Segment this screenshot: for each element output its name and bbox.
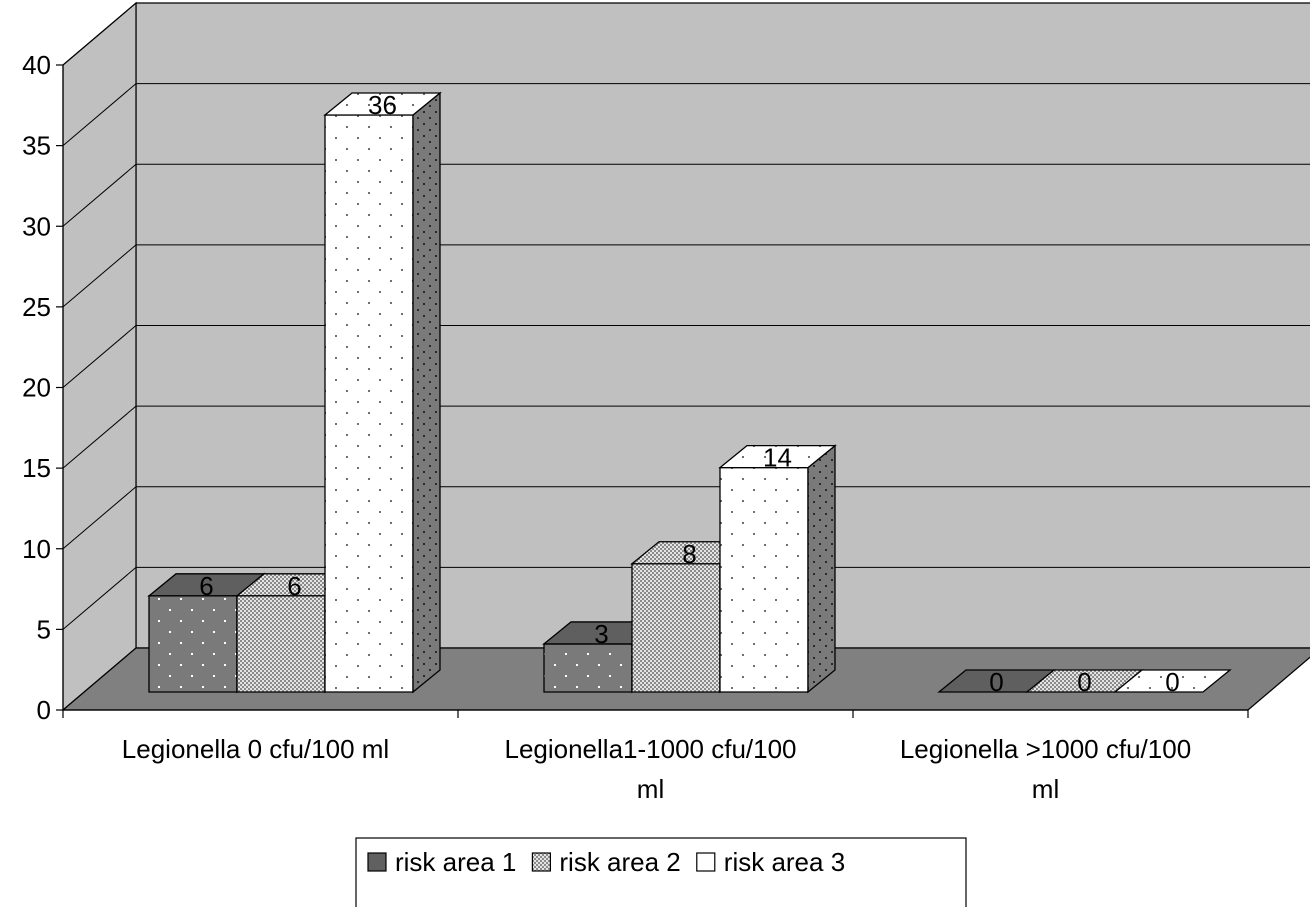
legend-label: risk area 1: [395, 847, 516, 877]
legend-item: risk area 3: [696, 847, 845, 877]
legend-box: [355, 837, 967, 907]
y-tick-label: 15: [22, 453, 51, 483]
data-label: 0: [1077, 667, 1091, 697]
category-labels: Legionella 0 cfu/100 ml Legionella1-1000 …: [122, 734, 1191, 804]
legend-label: risk area 3: [724, 847, 845, 877]
gridline: [62, 83, 1310, 147]
data-label: 0: [989, 667, 1003, 697]
legend-label: risk area 2: [559, 847, 680, 877]
data-labels: 6 6 36 3 8 14 0 0 0: [199, 90, 1179, 697]
legend-item: risk area 2: [531, 847, 681, 877]
gridline: [62, 486, 1310, 550]
y-tick-label: 5: [37, 614, 51, 644]
data-label: 36: [368, 90, 397, 120]
legend-swatch: [696, 852, 716, 872]
y-tick-label: 0: [37, 695, 51, 725]
gridlines: [62, 2, 1310, 630]
y-tick-label: 35: [22, 131, 51, 161]
gridline: [62, 2, 1310, 66]
data-label: 14: [763, 443, 792, 473]
gridline: [62, 566, 1310, 630]
bar-3-3: [1113, 669, 1232, 693]
data-label: 8: [682, 539, 696, 569]
category-label: Legionella >1000 cfu/100 ml: [900, 734, 1191, 804]
data-label: 6: [199, 571, 213, 601]
gridline: [62, 325, 1310, 388]
bars: [147, 91, 1232, 694]
y-tick-label: 25: [22, 292, 51, 322]
category-label: Legionella 0 cfu/100 ml: [122, 734, 389, 764]
y-tick-label: 10: [22, 534, 51, 564]
category-label: Legionella1-1000 cfu/100 ml: [504, 734, 796, 804]
bar-3-1: [323, 91, 442, 694]
y-tick-label: 40: [22, 50, 51, 80]
gridline: [62, 405, 1310, 469]
y-tick-label: 20: [22, 373, 51, 403]
legend-item: risk area 1: [367, 847, 516, 877]
legend-swatch: [531, 852, 551, 872]
data-label: 3: [594, 619, 608, 649]
y-tick-label: 30: [22, 211, 51, 241]
data-label: 0: [1165, 667, 1179, 697]
legend-swatch: [367, 852, 387, 872]
bar-3-2: [718, 444, 837, 694]
data-label: 6: [287, 571, 301, 601]
gridline: [62, 244, 1310, 308]
gridline: [62, 163, 1310, 227]
legend: risk area 1 risk area 2 risk area 3: [355, 837, 967, 907]
